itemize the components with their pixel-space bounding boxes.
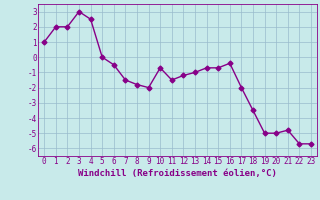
X-axis label: Windchill (Refroidissement éolien,°C): Windchill (Refroidissement éolien,°C) <box>78 169 277 178</box>
